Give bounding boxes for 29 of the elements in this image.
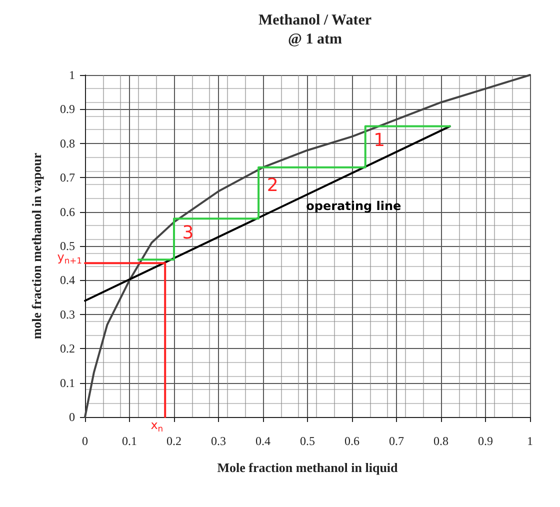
y-tick-label: 0.5 xyxy=(60,239,75,253)
y-tick-label: 0.8 xyxy=(60,136,75,150)
y-tick-label: 0.3 xyxy=(60,307,75,322)
chart-title: Methanol / Water xyxy=(258,12,372,28)
y-tick-label: 0.4 xyxy=(60,273,75,288)
chart-subtitle: @ 1 atm xyxy=(288,32,342,48)
x-tick-label: 0.1 xyxy=(122,434,137,448)
y-tick-label: 0.7 xyxy=(60,170,75,185)
x-tick-label: 0.6 xyxy=(344,434,360,448)
y-tick-label: 0 xyxy=(69,410,75,424)
line-series xyxy=(137,125,451,261)
x-tick-label: 0.4 xyxy=(256,434,270,448)
y-axis-title: mole fraction methanol in vapour xyxy=(29,152,44,340)
annotation: 3 xyxy=(182,222,194,244)
x-tick-label: 0.7 xyxy=(389,434,404,448)
y-tick-label: 0.1 xyxy=(60,376,75,390)
x-tick-label: 0.8 xyxy=(434,434,448,448)
x-tick-label: 0 xyxy=(82,434,88,448)
x-tick-label: 0.9 xyxy=(478,434,493,448)
x-tick-label: 0.5 xyxy=(300,434,315,448)
x-axis-title: Mole fraction methanol in liquid xyxy=(217,460,399,475)
y-tick-label: 0.6 xyxy=(60,204,75,219)
annotation: 2 xyxy=(266,174,278,196)
y-tick-label: 0.2 xyxy=(60,342,75,356)
x-tick-label: 1 xyxy=(527,434,533,448)
y-tick-label: 0.9 xyxy=(60,102,75,116)
x-tick-label: 0.3 xyxy=(211,434,226,448)
y-tick-label: 1 xyxy=(69,68,75,82)
x-tick-label: 0.2 xyxy=(166,434,182,448)
